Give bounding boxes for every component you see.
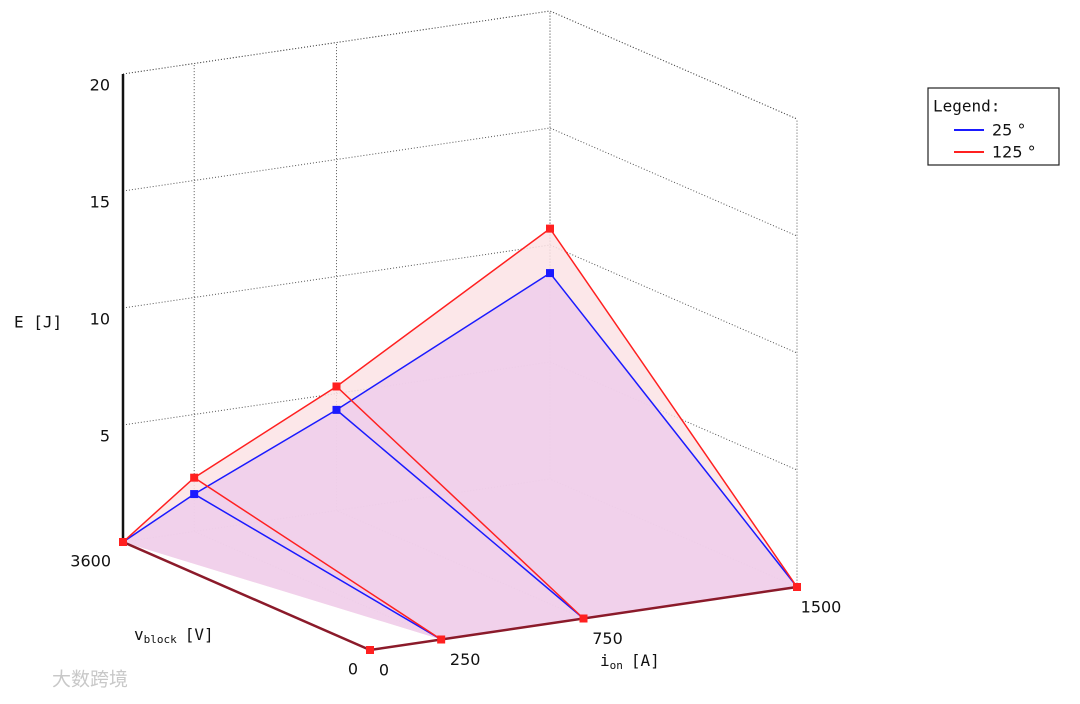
surface [123, 273, 797, 640]
z-tick-label: 20 [90, 76, 110, 95]
front-marker [437, 635, 446, 644]
z-tick-label: 5 [100, 427, 110, 446]
x-axis-title-sub: on [610, 659, 623, 672]
grid-line [122, 10, 798, 120]
grid-line [122, 127, 798, 237]
series-line [122, 227, 551, 543]
series-marker [190, 490, 199, 499]
surfaces [123, 228, 797, 640]
grid-line [122, 10, 798, 120]
v-tick-label: 3600 [70, 552, 111, 571]
x-tick-label: 250 [450, 650, 481, 669]
series-drop-line [193, 493, 442, 641]
x-axis-title: ion [A] [600, 651, 660, 673]
series-drop-line [193, 477, 442, 641]
series-drop-line [335, 385, 585, 620]
x-axis-title-main: i [600, 651, 610, 670]
v-axis-title-main: v [134, 625, 144, 644]
x-tick-label: 0 [379, 661, 389, 680]
series-marker [332, 382, 341, 391]
legend-label: 25 ° [992, 121, 1025, 140]
z-tick-label: 10 [90, 310, 110, 329]
legend-title: Legend: [933, 97, 1000, 116]
series-lines [119, 224, 801, 654]
series-marker [546, 269, 554, 278]
labels: 5 10 15 20 0 250 750 1500 0 3600 [70, 76, 841, 680]
v-tick-label: 0 [348, 660, 358, 679]
x-tick-label: 1500 [801, 598, 842, 617]
series-marker [332, 405, 341, 414]
legend: 25 ° 125 ° [954, 121, 1036, 162]
v-axis-title-sub: block [144, 633, 177, 646]
series-drop-line [336, 409, 584, 620]
z-tick-label: 15 [90, 193, 110, 212]
front-marker [579, 614, 588, 623]
v-axis [122, 540, 371, 652]
front-marker [793, 583, 801, 591]
v-axis-title: vblock [V] [134, 625, 214, 647]
series-line [122, 272, 551, 543]
x-tick-label: 750 [592, 629, 623, 648]
series-marker [190, 473, 199, 482]
z-axis-title: E [J] [14, 313, 62, 332]
legend-box [927, 87, 1060, 166]
v-axis-title-unit: [V] [185, 625, 214, 644]
legend-label: 125 ° [992, 143, 1036, 162]
watermark: 大数跨境 [52, 669, 128, 691]
series-marker [546, 224, 554, 233]
series-drop-line [549, 272, 798, 588]
series-drop-line [549, 228, 798, 588]
front-marker [366, 646, 374, 654]
series-marker [119, 538, 127, 546]
x-axis-title-unit: [A] [631, 651, 660, 670]
